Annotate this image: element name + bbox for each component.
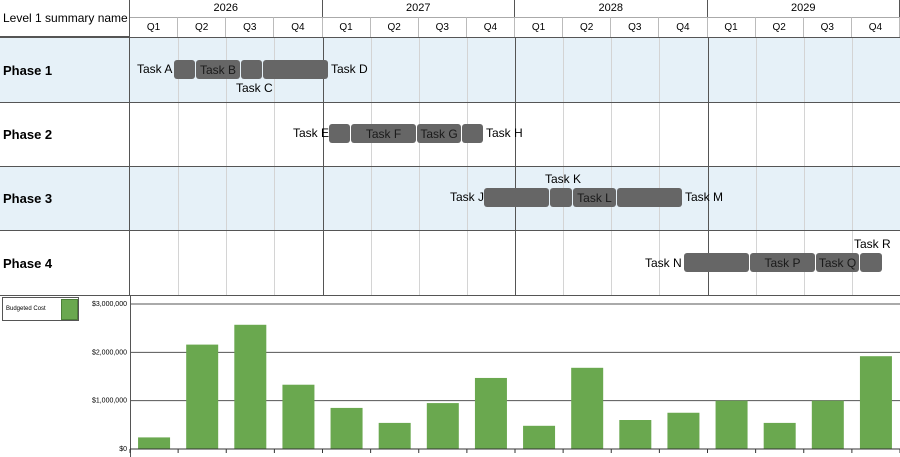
year-header: 2026 (130, 0, 323, 17)
phase-divider (0, 166, 900, 167)
task-bar[interactable] (462, 124, 483, 143)
task-label: Task K (545, 172, 582, 186)
phase-label: Phase 1 (0, 38, 130, 102)
quarter-header: Q3 (418, 17, 467, 37)
quarter-header: Q1 (322, 17, 371, 37)
budget-bar (619, 420, 652, 449)
quarter-header: Q3 (226, 17, 275, 37)
budget-bar (715, 400, 748, 449)
budget-bar (859, 356, 892, 449)
task-label: Task D (331, 62, 368, 76)
task-bar[interactable] (684, 253, 749, 272)
task-label: Task J (450, 190, 485, 204)
task-label: Task A (137, 62, 173, 76)
quarter-header: Q3 (611, 17, 660, 37)
task-bar[interactable] (550, 188, 572, 207)
budget-bar-chart: $0 $1,000,000 $2,000,000 $3,000,000 (92, 301, 900, 453)
phase-label: Phase 3 (0, 167, 130, 230)
budget-bar (186, 344, 219, 449)
phase-band-1 (0, 38, 900, 102)
task-label: Task E (293, 126, 330, 140)
budget-bar (330, 407, 363, 449)
task-bar[interactable]: Task Q (816, 253, 859, 272)
y-tick-label: $3,000,000 (92, 301, 127, 308)
budget-bar (282, 384, 315, 449)
year-header: 2027 (323, 0, 515, 17)
task-label: Task M (685, 190, 724, 204)
task-label: Task N (645, 256, 682, 270)
quarter-header: Q4 (274, 17, 323, 37)
quarter-header: Q2 (370, 17, 419, 37)
phase-label: Phase 4 (0, 231, 130, 295)
phase-divider (0, 295, 900, 296)
phase-divider (0, 230, 900, 231)
quarter-header: Q1 (515, 17, 564, 37)
budget-bar (138, 437, 171, 449)
task-bar[interactable]: Task P (750, 253, 815, 272)
quarter-header: Q2 (178, 17, 227, 37)
budget-bar (378, 422, 411, 449)
legend-label: Budgeted Cost (6, 306, 46, 312)
quarter-header: Q4 (466, 17, 515, 37)
budget-bar (811, 400, 844, 449)
task-bar[interactable] (263, 60, 328, 79)
budget-bar (763, 422, 796, 449)
phase-label: Phase 2 (0, 103, 130, 166)
chart-legend: Budgeted Cost (2, 297, 79, 321)
year-header: 2028 (515, 0, 708, 17)
budget-bar (426, 403, 459, 449)
task-bar[interactable]: Task B (196, 60, 240, 79)
y-tick-label: $0 (119, 446, 127, 453)
phase-divider (0, 102, 900, 103)
left-column-border (130, 295, 131, 457)
summary-name-header: Level 1 summary name (0, 0, 130, 37)
quarter-header: Q4 (851, 17, 900, 37)
quarter-header: Q1 (707, 17, 756, 37)
task-bar[interactable]: Task L (573, 188, 616, 207)
budget-bar (667, 412, 700, 449)
task-bar[interactable]: Task F (351, 124, 416, 143)
y-tick-label: $2,000,000 (92, 349, 127, 356)
task-bar[interactable]: Task G (417, 124, 461, 143)
budget-bar (523, 425, 556, 449)
budget-bar (474, 377, 507, 449)
task-bar[interactable] (329, 124, 350, 143)
quarter-header: Q2 (563, 17, 612, 37)
budget-bar (234, 324, 267, 449)
task-bar[interactable] (484, 188, 549, 207)
header-divider (0, 37, 900, 38)
quarter-header: Q1 (130, 17, 179, 37)
task-bar[interactable] (860, 253, 882, 272)
task-label: Task H (486, 126, 523, 140)
y-tick-label: $1,000,000 (92, 398, 127, 405)
quarter-header: Q2 (755, 17, 804, 37)
phase-band-3 (0, 166, 900, 230)
task-label: Task R (854, 237, 891, 251)
legend-swatch (61, 299, 78, 320)
quarter-header: Q4 (659, 17, 708, 37)
year-header: 2029 (708, 0, 900, 17)
task-bar[interactable] (241, 60, 262, 79)
task-bar[interactable] (174, 60, 195, 79)
quarter-header: Q3 (803, 17, 852, 37)
budget-bar (571, 367, 604, 449)
task-bar[interactable] (617, 188, 682, 207)
task-label: Task C (236, 81, 273, 95)
